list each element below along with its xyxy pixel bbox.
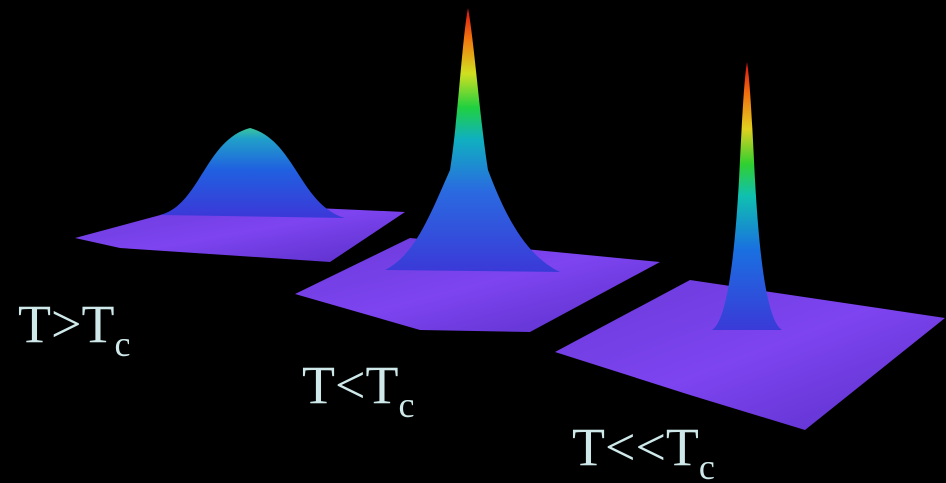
label: T>Tc — [18, 294, 130, 364]
label-subscript: c — [699, 447, 715, 483]
label-subscript: c — [114, 324, 130, 364]
label-main: T<T — [302, 355, 398, 415]
image: T>Tc T<Tc T<<Tc — [0, 0, 946, 483]
page: T>Tc T<Tc T<<Tc (() => { const data = JS… — [0, 0, 946, 483]
label-main: T<<T — [572, 417, 699, 477]
label: T<Tc — [302, 355, 414, 425]
label-main: T>T — [18, 294, 114, 354]
label-subscript: c — [398, 385, 414, 425]
label: T<<Tc — [572, 417, 715, 483]
